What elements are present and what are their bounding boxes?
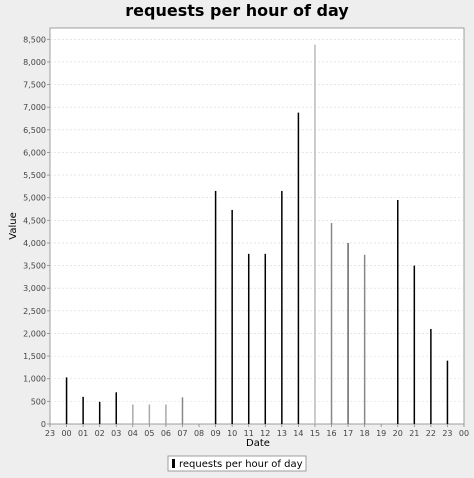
bar [264,253,267,424]
y-tick-label: 8,000 [23,58,46,67]
y-tick-label: 1,500 [23,352,46,361]
y-tick-label: 8,500 [23,35,46,44]
chart-title: requests per hour of day [125,1,349,20]
x-tick-label: 20 [393,429,403,438]
y-tick-label: 4,000 [23,239,46,248]
legend: requests per hour of day [167,455,307,472]
bar [297,112,300,424]
x-tick-label: 11 [244,429,254,438]
bar [247,253,250,424]
bar [430,328,432,424]
x-tick-label: 15 [310,429,320,438]
y-tick-label: 0 [41,420,46,429]
x-axis-ticks: 23 00 01 02 03 04 05 06 07 08 09 10 11 12 13 14 15 16 17 18… [45,424,469,438]
bar [281,190,283,424]
bar [231,209,233,424]
x-tick-label: 08 [194,429,204,438]
y-tick-label: 2,500 [23,307,46,316]
y-tick-label: 5,500 [23,171,46,180]
x-tick-label: 13 [277,429,287,438]
x-axis-label: Date [246,438,270,449]
x-tick-label: 16 [326,429,336,438]
bar [314,44,316,424]
x-tick-label: 17 [343,429,353,438]
x-tick-label: 10 [227,429,237,438]
bar [347,242,349,424]
bar [132,404,134,424]
y-tick-label: 7,500 [23,81,46,90]
x-tick-label: 14 [293,429,303,438]
bar [115,392,117,424]
y-tick-label: 5,000 [23,194,46,203]
x-tick-label: 04 [128,429,138,438]
x-tick-label: 01 [78,429,88,438]
x-tick-label: 06 [161,429,171,438]
x-tick-label: 12 [260,429,270,438]
x-tick-label: 22 [426,429,436,438]
bar [82,396,84,424]
bar [330,223,333,424]
bar [181,397,184,424]
grid-lines [50,39,464,402]
bars [65,44,449,424]
y-tick-label: 3,500 [23,262,46,271]
x-tick-label: 07 [177,429,187,438]
y-tick-label: 2,000 [23,329,46,338]
x-tick-label: 03 [111,429,121,438]
bar [397,199,399,424]
bar [98,401,101,424]
y-tick-label: 4,500 [23,216,46,225]
y-tick-label: 6,000 [23,148,46,157]
x-tick-label: 00 [459,429,469,438]
bar [214,190,217,424]
y-tick-label: 1,000 [23,375,46,384]
x-tick-label: 00 [61,429,71,438]
x-tick-label: 23 [45,429,55,438]
y-axis-ticks: 0 500 1,000 1,500 2,000 2,500 3,000 3,500 4,000 4… [23,35,50,429]
x-tick-label: 02 [95,429,105,438]
y-tick-label: 500 [31,397,46,406]
x-tick-label: 19 [376,429,386,438]
legend-label: requests per hour of day [179,459,303,470]
x-tick-label: 09 [211,429,221,438]
x-tick-label: 05 [144,429,154,438]
bar [65,377,68,424]
legend-swatch [172,459,175,468]
bar [413,265,416,424]
plot-area [49,27,465,425]
y-axis-label: Value [8,212,19,239]
bar [165,404,167,424]
y-tick-label: 3,000 [23,284,46,293]
x-tick-label: 21 [409,429,419,438]
y-tick-label: 6,500 [23,126,46,135]
bar [363,254,366,424]
bar [446,360,449,424]
legend-box [167,455,307,472]
x-tick-label: 23 [442,429,452,438]
x-tick-label: 18 [360,429,370,438]
y-tick-label: 7,000 [23,103,46,112]
bar [148,404,151,424]
